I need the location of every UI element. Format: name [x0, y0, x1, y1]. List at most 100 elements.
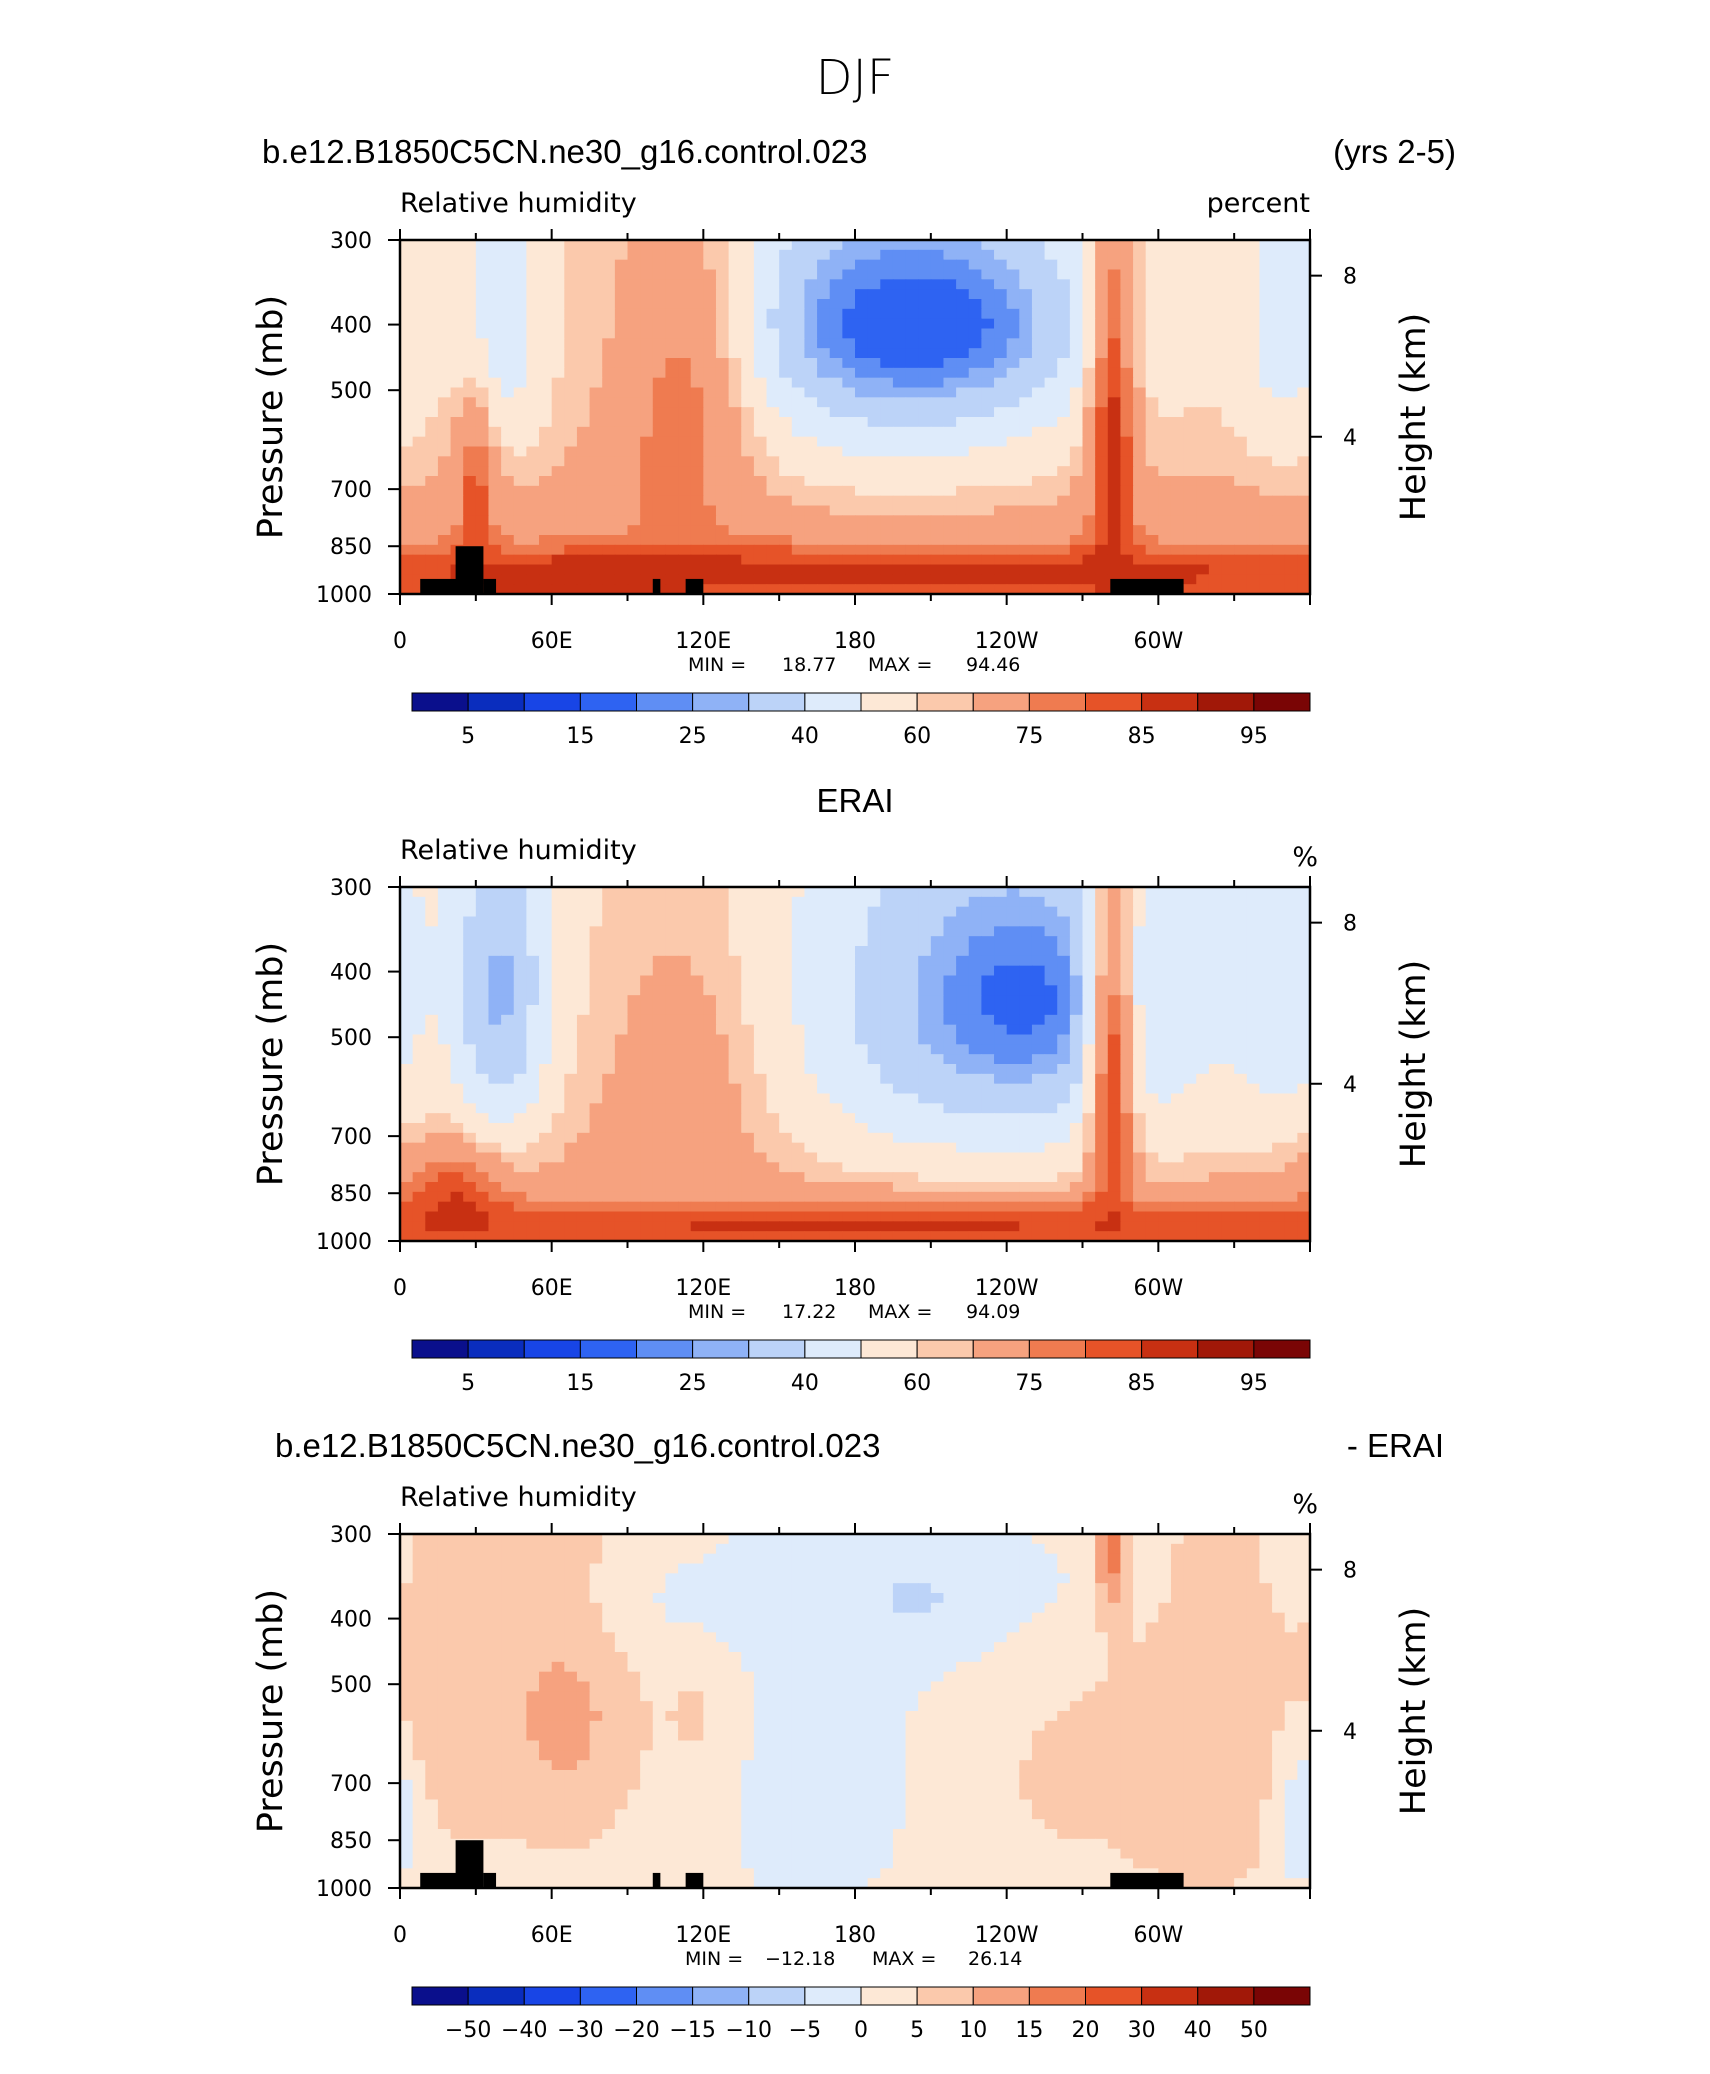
contour-cell	[703, 318, 717, 330]
contour-cell	[678, 1182, 692, 1193]
contour-cell	[1069, 377, 1084, 389]
contour-cell	[1170, 1182, 1185, 1193]
contour-cell	[791, 249, 806, 261]
contour-cell	[1019, 240, 1033, 251]
contour-cell	[817, 515, 831, 526]
contour-cell	[1069, 249, 1084, 261]
contour-cell	[1082, 1083, 1096, 1095]
contour-cell	[1170, 269, 1185, 280]
contour-cell	[855, 975, 869, 986]
contour-cell	[1133, 1152, 1147, 1163]
contour-cell	[1145, 995, 1159, 1006]
contour-cell	[678, 407, 692, 418]
contour-cell	[450, 436, 464, 448]
contour-cell	[918, 1103, 932, 1114]
contour-cell	[425, 476, 439, 487]
contour-cell	[1208, 1191, 1223, 1203]
contour-cell	[589, 1014, 603, 1026]
contour-cell	[779, 299, 793, 310]
contour-cell	[1107, 1103, 1122, 1114]
contour-cell	[804, 995, 818, 1006]
contour-cell	[513, 308, 527, 320]
contour-cell	[1145, 495, 1159, 507]
contour-cell	[766, 397, 780, 408]
contour-cell	[981, 975, 995, 986]
contour-cell	[1183, 1132, 1197, 1144]
contour-cell	[665, 299, 679, 310]
contour-cell	[1183, 466, 1197, 477]
contour-cell	[842, 299, 856, 310]
contour-cell	[728, 485, 742, 497]
contour-cell	[463, 505, 477, 516]
contour-cell	[905, 387, 919, 398]
contour-cell	[526, 318, 540, 330]
contour-cell	[880, 1064, 894, 1075]
contour-cell	[539, 1034, 553, 1045]
contour-cell	[602, 377, 616, 389]
contour-cell	[1133, 436, 1147, 448]
contour-cell	[1057, 1162, 1071, 1173]
contour-cell	[766, 417, 780, 428]
contour-cell	[1145, 417, 1159, 428]
contour-cell	[1082, 1064, 1096, 1075]
contour-cell	[1006, 1191, 1020, 1203]
contour-cell	[880, 1083, 894, 1095]
contour-cell	[627, 936, 641, 947]
contour-cell	[551, 584, 565, 594]
contour-cell	[1246, 1054, 1261, 1065]
contour-cell	[1158, 426, 1172, 438]
contour-cell	[829, 936, 843, 947]
contour-cell	[501, 906, 515, 918]
contour-cell	[1246, 926, 1261, 937]
contour-cell	[1208, 544, 1223, 556]
contour-cell	[425, 1054, 439, 1065]
contour-cell	[918, 279, 932, 290]
contour-cell	[703, 299, 717, 310]
contour-cell	[930, 965, 945, 977]
contour-cell	[994, 318, 1008, 330]
contour-cell	[1082, 1113, 1096, 1124]
contour-cell	[880, 1014, 894, 1026]
contour-cell	[817, 584, 831, 594]
contour-cell	[463, 1024, 477, 1036]
contour-cell	[994, 348, 1008, 359]
contour-cell	[1234, 358, 1248, 369]
contour-cell	[791, 377, 806, 389]
contour-cell	[627, 965, 641, 977]
contour-cell	[855, 338, 869, 349]
contour-cell	[690, 887, 704, 898]
contour-cell	[1170, 377, 1185, 389]
contour-cell	[1284, 1014, 1298, 1026]
panel-model-min-label: MIN =	[688, 654, 746, 676]
contour-cell	[753, 1191, 768, 1203]
contour-cell	[1272, 1103, 1286, 1114]
contour-cell	[1284, 906, 1298, 918]
contour-cell	[539, 946, 553, 957]
contour-cell	[1145, 926, 1159, 937]
contour-cell	[981, 515, 995, 526]
contour-cell	[1095, 544, 1109, 556]
contour-cell	[450, 887, 464, 898]
contour-cell	[968, 318, 982, 330]
contour-cell	[1120, 535, 1134, 546]
contour-cell	[1170, 456, 1185, 467]
contour-cell	[842, 1142, 856, 1154]
contour-cell	[1246, 338, 1261, 349]
contour-cell	[1234, 965, 1248, 977]
contour-cell	[450, 1142, 464, 1154]
contour-cell	[564, 544, 578, 556]
contour-cell	[1082, 1005, 1096, 1016]
contour-cell	[753, 936, 768, 947]
contour-cell	[1284, 387, 1298, 398]
contour-cell	[1019, 1152, 1033, 1163]
contour-cell	[1057, 1103, 1071, 1114]
contour-cell	[766, 1024, 780, 1036]
contour-cell	[1284, 1054, 1298, 1065]
contour-cell	[412, 1014, 426, 1026]
contour-cell	[1158, 564, 1172, 575]
contour-cell	[842, 1103, 856, 1114]
contour-cell	[475, 308, 490, 320]
contour-cell	[1183, 896, 1197, 908]
contour-cell	[867, 1093, 881, 1104]
contour-cell	[867, 1152, 881, 1163]
